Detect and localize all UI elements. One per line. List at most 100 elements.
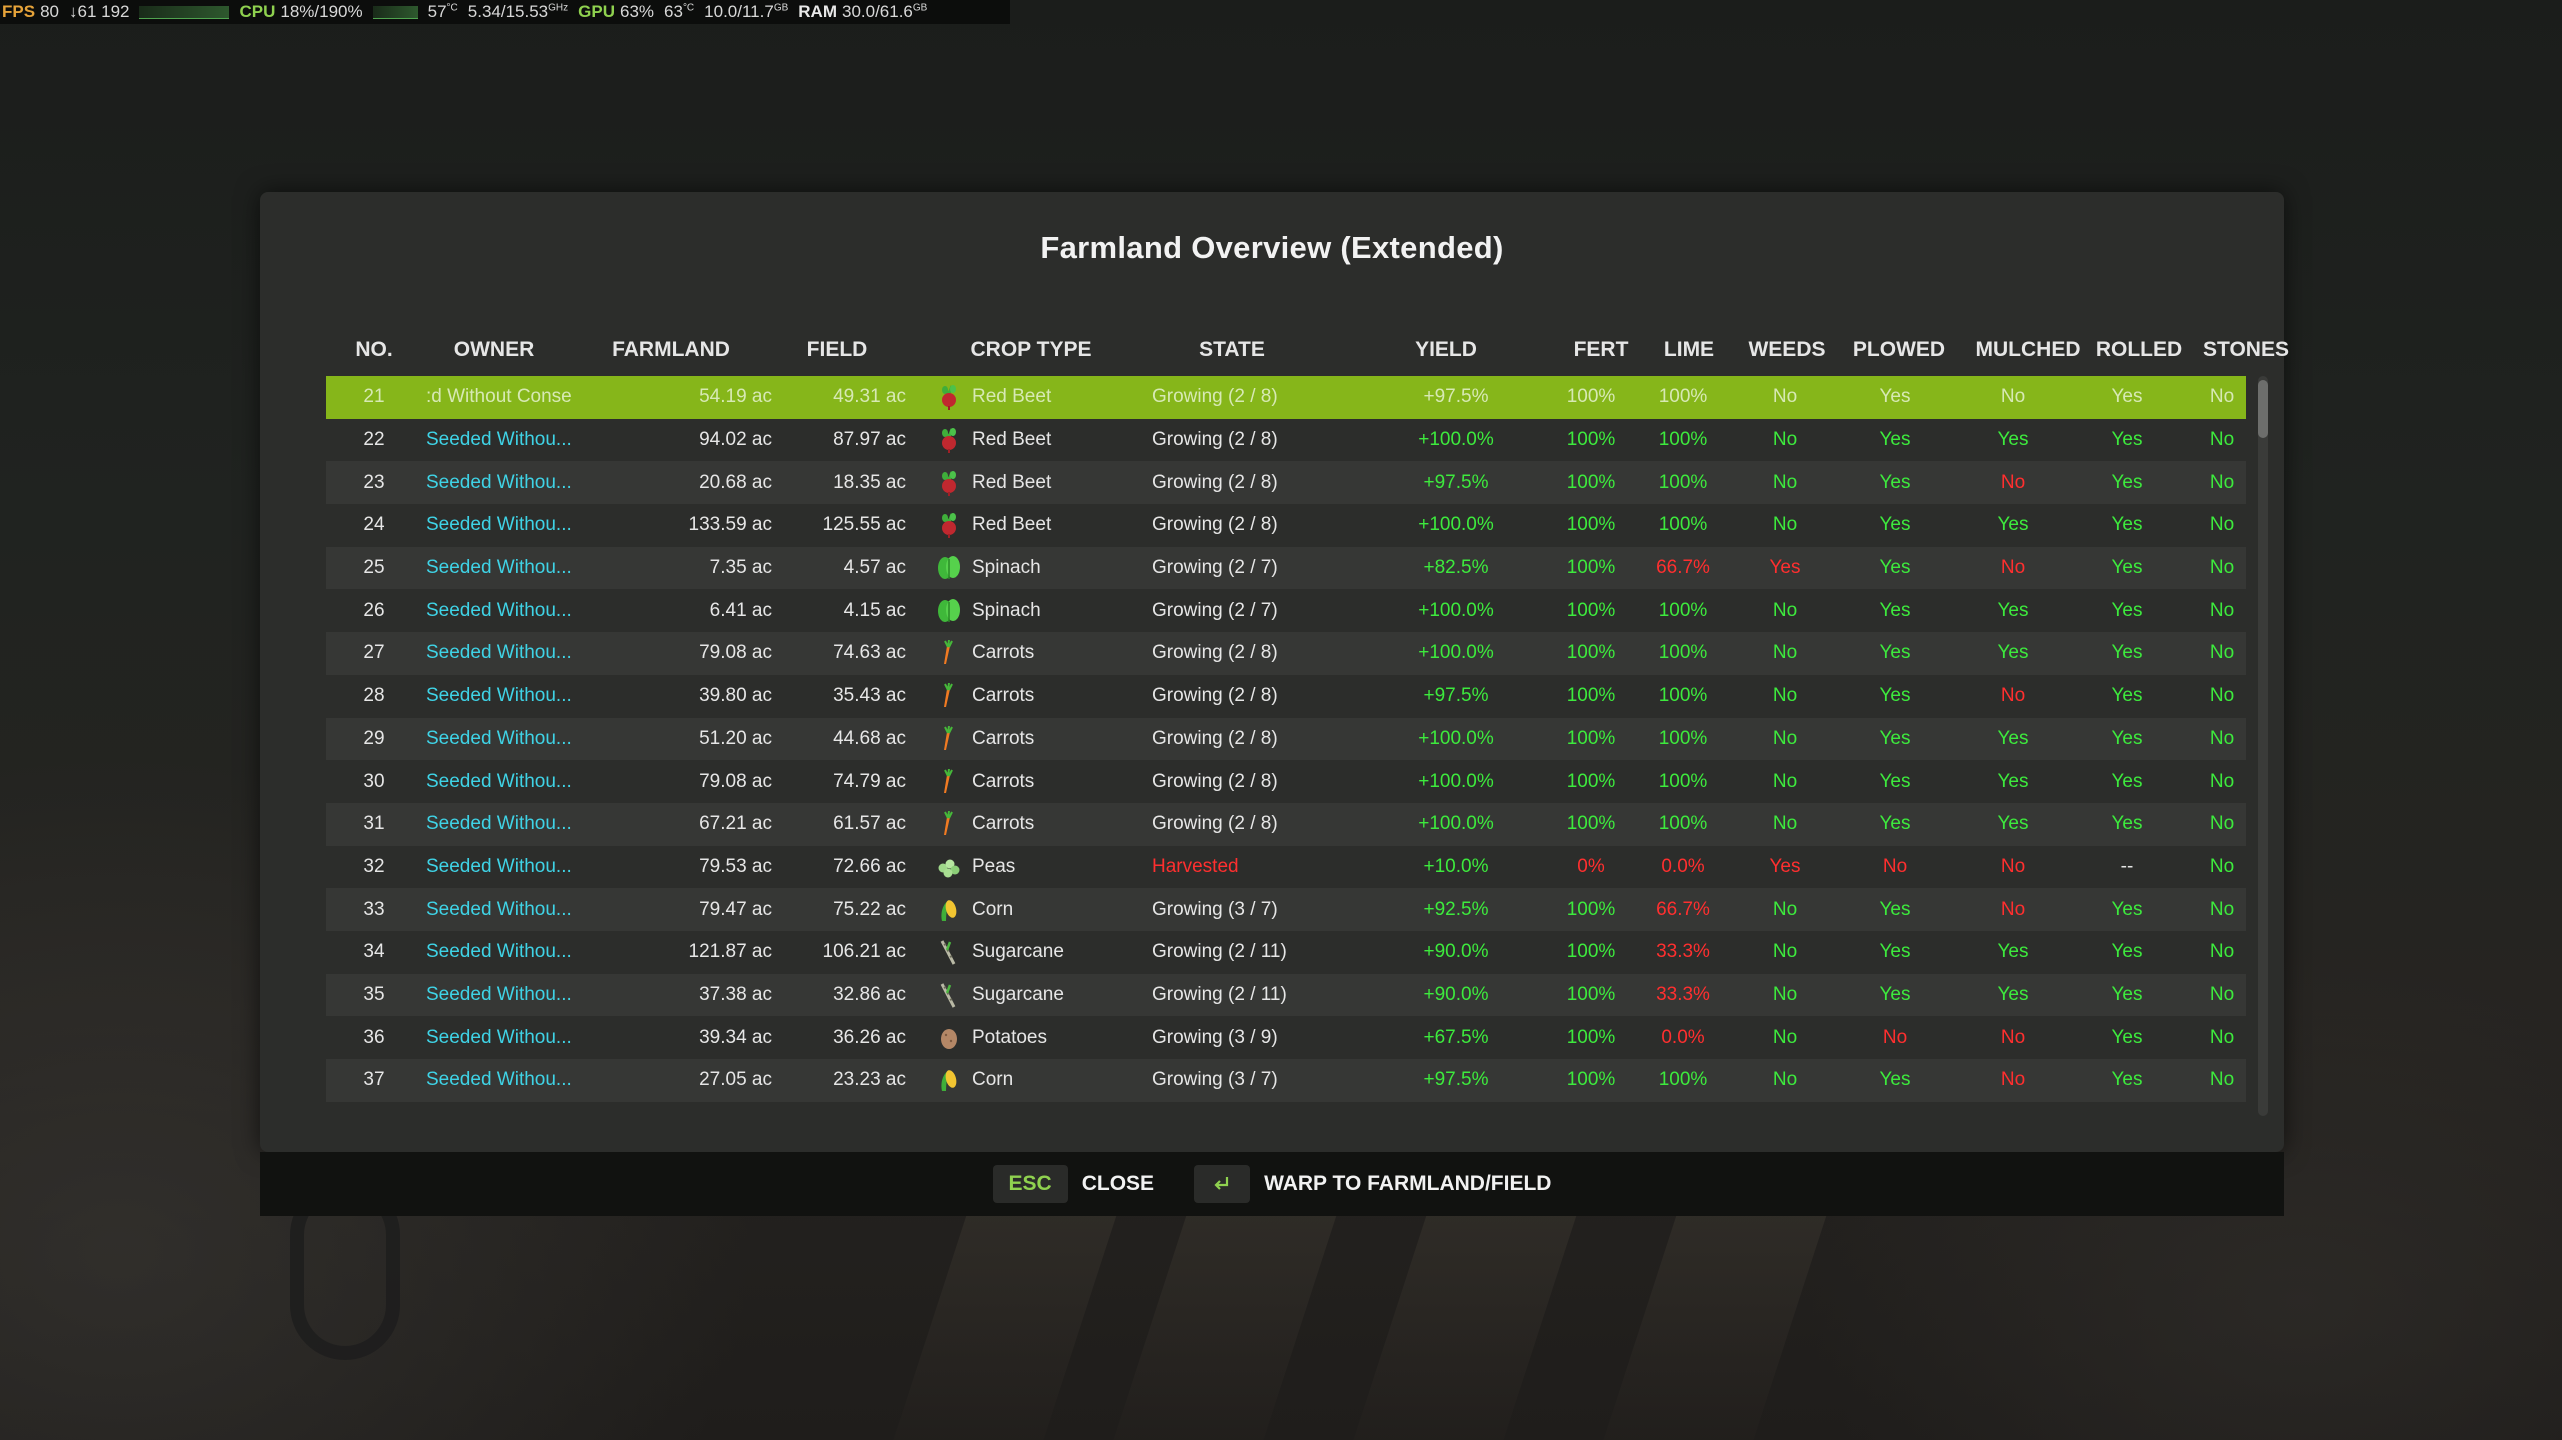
cell-field: 4.57 ac bbox=[843, 557, 906, 579]
cell-yield: +100.0% bbox=[1418, 429, 1494, 451]
cell-crop: Carrots bbox=[936, 760, 1166, 803]
performance-overlay: FPS 80 ↓61 192 CPU 18%/190% 57°C 5.34/15… bbox=[0, 0, 1010, 24]
table-row[interactable]: 31 Seeded Withou... 67.21 ac 61.57 ac Carrot… bbox=[326, 802, 2246, 846]
cell-stones: No bbox=[2209, 557, 2235, 579]
cell-field: 44.68 ac bbox=[833, 727, 906, 749]
table-row[interactable]: 34 Seeded Withou... 121.87 ac 106.21 ac Suga… bbox=[326, 930, 2246, 974]
cell-plowed: Yes bbox=[1879, 941, 1911, 963]
cell-plowed: Yes bbox=[1879, 429, 1911, 451]
column-header-stones[interactable]: STONES bbox=[2203, 338, 2289, 361]
enter-key-icon[interactable] bbox=[1194, 1165, 1251, 1203]
cell-rolled: Yes bbox=[2111, 386, 2143, 408]
cell-fert: 100% bbox=[1566, 813, 1616, 835]
warp-button[interactable]: WARP TO FARMLAND/FIELD bbox=[1264, 1172, 1552, 1195]
cell-mulched: Yes bbox=[1997, 642, 2029, 664]
table-row[interactable]: 24 Seeded Withou... 133.59 ac 125.55 ac Red … bbox=[326, 504, 2246, 547]
cell-mulched: Yes bbox=[1997, 983, 2029, 1005]
cell-no: 30 bbox=[363, 770, 385, 792]
cell-lime: 100% bbox=[1658, 770, 1708, 792]
cell-rolled: Yes bbox=[2111, 941, 2143, 963]
column-header-lime[interactable]: LIME bbox=[1663, 338, 1715, 361]
column-header-farmland[interactable]: FARMLAND bbox=[612, 338, 730, 361]
cell-farmland: 79.47 ac bbox=[699, 898, 772, 920]
table-row[interactable]: 37 Seeded Withou... 27.05 ac 23.23 ac Corn Gr… bbox=[326, 1059, 2246, 1102]
table-row[interactable]: 36 Seeded Withou... 39.34 ac 36.26 ac Potato… bbox=[326, 1016, 2246, 1059]
cell-mulched: Yes bbox=[1997, 514, 2029, 536]
cell-rolled: Yes bbox=[2111, 685, 2143, 707]
cell-fert: 100% bbox=[1566, 941, 1616, 963]
close-button[interactable]: CLOSE bbox=[1081, 1172, 1155, 1195]
cell-state: Growing (2 / 8) bbox=[1152, 471, 1278, 493]
table-header: NO. OWNER FARMLAND FIELD CROP TYPE STATE YIELD… bbox=[326, 332, 2289, 368]
cell-owner: Seeded Withou... bbox=[426, 557, 572, 579]
cell-mulched: No bbox=[2000, 557, 2026, 579]
cpu-label: CPU bbox=[239, 2, 276, 21]
column-header-field[interactable]: FIELD bbox=[806, 338, 868, 361]
cell-lime: 100% bbox=[1658, 429, 1708, 451]
cell-yield: +67.5% bbox=[1423, 1026, 1489, 1048]
red-beet-icon bbox=[936, 427, 962, 454]
cell-mulched: Yes bbox=[1997, 429, 2029, 451]
scrollbar-thumb[interactable] bbox=[2258, 380, 2268, 438]
cell-weeds: No bbox=[1772, 1069, 1798, 1091]
cell-farmland: 133.59 ac bbox=[688, 514, 772, 536]
column-header-state[interactable]: STATE bbox=[1199, 338, 1265, 361]
column-header-yield[interactable]: YIELD bbox=[1415, 338, 1477, 361]
cell-state: Growing (2 / 8) bbox=[1152, 685, 1278, 707]
cell-plowed: Yes bbox=[1879, 983, 1911, 1005]
esc-key-hint[interactable]: ESC bbox=[992, 1165, 1068, 1203]
column-header-no[interactable]: NO. bbox=[355, 338, 393, 361]
crop-name: Red Beet bbox=[972, 514, 1052, 536]
cell-stones: No bbox=[2209, 471, 2235, 493]
table-row[interactable]: 29 Seeded Withou... 51.20 ac 44.68 ac Carrot… bbox=[326, 717, 2246, 761]
column-header-plowed[interactable]: PLOWED bbox=[1852, 338, 1946, 361]
cell-no: 21 bbox=[363, 386, 385, 408]
spinach-icon bbox=[936, 598, 962, 624]
cell-farmland: 67.21 ac bbox=[699, 813, 772, 835]
column-header-crop[interactable]: CROP TYPE bbox=[970, 338, 1092, 361]
table-row[interactable]: 23 Seeded Withou... 20.68 ac 18.35 ac Red Be… bbox=[326, 461, 2246, 505]
table-row[interactable]: 28 Seeded Withou... 39.80 ac 35.43 ac Carrot… bbox=[326, 674, 2246, 718]
cpu-graph bbox=[372, 5, 418, 19]
table-body[interactable]: 21:d Without Conse 54.19 ac 49.31 ac Red Be… bbox=[326, 376, 2246, 1116]
cell-no: 31 bbox=[363, 813, 385, 835]
cell-stones: No bbox=[2209, 386, 2235, 408]
cell-stones: No bbox=[2209, 429, 2235, 451]
cell-farmland: 39.34 ac bbox=[699, 1026, 772, 1048]
cell-crop: Red Beet bbox=[936, 376, 1166, 419]
cell-owner: :d Without Conse bbox=[426, 386, 572, 408]
cell-fert: 100% bbox=[1566, 386, 1616, 408]
cell-stones: No bbox=[2209, 898, 2235, 920]
cpu-temp-unit: °C bbox=[446, 2, 458, 14]
cell-rolled: Yes bbox=[2111, 983, 2143, 1005]
cell-owner: Seeded Withou... bbox=[426, 1069, 572, 1091]
cell-owner: Seeded Withou... bbox=[426, 429, 572, 451]
table-row[interactable]: 35 Seeded Withou... 37.38 ac 32.86 ac Sugarc… bbox=[326, 973, 2246, 1017]
crop-name: Red Beet bbox=[972, 429, 1052, 451]
background-plank bbox=[1603, 1215, 1827, 1440]
table-row[interactable]: 26 Seeded Withou... 6.41 ac 4.15 ac Spinach G… bbox=[326, 589, 2246, 633]
column-header-rolled[interactable]: ROLLED bbox=[2095, 338, 2183, 361]
column-header-mulched[interactable]: MULCHED bbox=[1975, 338, 2081, 361]
cell-plowed: No bbox=[1882, 855, 1908, 877]
table-row[interactable]: 32 Seeded Withou... 79.53 ac 72.66 ac Peas Ha… bbox=[326, 845, 2246, 889]
table-row[interactable]: 22 Seeded Withou... 94.02 ac 87.97 ac Red Be… bbox=[326, 418, 2246, 462]
cell-lime: 100% bbox=[1658, 514, 1708, 536]
table-row[interactable]: 30 Seeded Withou... 79.08 ac 74.79 ac Carrot… bbox=[326, 760, 2246, 803]
column-header-fert[interactable]: FERT bbox=[1573, 338, 1629, 361]
cell-state: Growing (3 / 7) bbox=[1152, 1069, 1278, 1091]
cell-rolled: Yes bbox=[2111, 1026, 2143, 1048]
frametime-graph bbox=[139, 5, 230, 19]
table-row[interactable]: 33 Seeded Withou... 79.47 ac 75.22 ac Corn Gr… bbox=[326, 888, 2246, 931]
scrollbar[interactable] bbox=[2258, 376, 2268, 1116]
column-header-owner[interactable]: OWNER bbox=[453, 338, 535, 361]
red-beet-icon bbox=[936, 512, 962, 539]
column-header-weeds[interactable]: WEEDS bbox=[1748, 338, 1826, 361]
table-row[interactable]: 27 Seeded Withou... 79.08 ac 74.63 ac Carrot… bbox=[326, 632, 2246, 675]
sugarcane-icon bbox=[936, 982, 962, 1008]
cell-mulched: Yes bbox=[1997, 599, 2029, 621]
cell-weeds: No bbox=[1772, 471, 1798, 493]
cell-state: Growing (2 / 8) bbox=[1152, 429, 1278, 451]
table-row[interactable]: 25 Seeded Withou... 7.35 ac 4.57 ac Spinach G… bbox=[326, 546, 2246, 590]
table-row[interactable]: 21:d Without Conse 54.19 ac 49.31 ac Red Be… bbox=[326, 376, 2246, 419]
